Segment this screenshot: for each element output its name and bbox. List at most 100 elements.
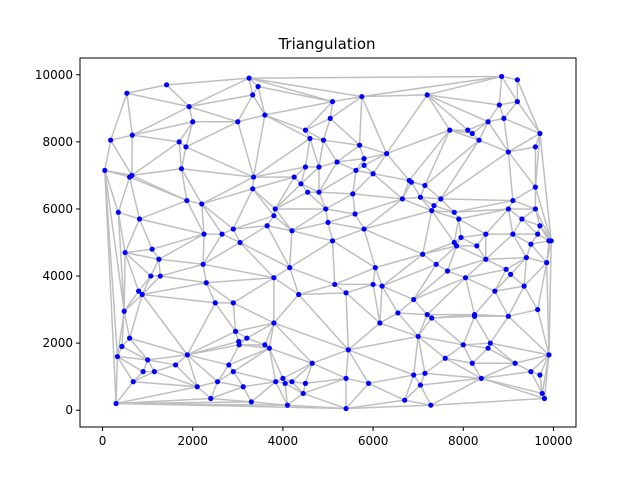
x-tick-label: 4000 (268, 434, 299, 448)
triangulation-edge (117, 176, 131, 213)
triangulation-edge (274, 183, 302, 210)
triangulation-edge (252, 114, 266, 178)
data-point (298, 181, 304, 187)
data-point (458, 234, 464, 241)
triangulation-edge (239, 241, 291, 269)
triangulation-edge (300, 183, 320, 193)
triangulation-edge (485, 256, 527, 261)
triangulation-edge (510, 273, 525, 287)
triangulation-edge (131, 167, 182, 177)
data-point (361, 156, 367, 162)
triangulation-edge (347, 322, 381, 351)
triangulation-edge (327, 221, 365, 230)
data-point (316, 164, 322, 170)
triangulation-edge (464, 277, 476, 315)
triangulation-edge (298, 292, 347, 296)
triangulation-edge (202, 234, 205, 265)
data-point (284, 402, 291, 408)
data-point (501, 115, 507, 121)
triangulation-edge (474, 313, 509, 318)
triangulation-edge (202, 263, 275, 279)
data-point (417, 194, 424, 200)
triangulation-edge (133, 380, 198, 388)
data-point (186, 104, 192, 110)
triangulation-edge (336, 144, 361, 163)
triangulation-edge (530, 371, 543, 394)
triangulation-edge (372, 172, 410, 182)
data-point (537, 223, 543, 229)
data-point (377, 320, 383, 326)
triangulation-edge (417, 317, 433, 337)
triangulation-edge (424, 357, 446, 374)
data-point (343, 405, 349, 412)
triangulation-edge (115, 386, 198, 405)
data-point (226, 362, 232, 368)
triangulation-edge (129, 337, 149, 361)
triangulation-edge (456, 245, 487, 260)
triangulation-edge (348, 335, 419, 351)
data-point (343, 290, 349, 296)
triangulation-edge (345, 399, 405, 410)
triangulation-edge (494, 268, 507, 292)
triangulation-edge (158, 233, 205, 260)
triangulation-edge (232, 371, 244, 388)
triangulation-edge (521, 208, 536, 220)
triangulation-edge (210, 397, 252, 403)
data-point (184, 352, 190, 358)
triangulation-edge (253, 137, 311, 178)
triangulation-edge (372, 173, 403, 200)
triangulation-edge (539, 374, 543, 394)
triangulation-edge (424, 139, 480, 187)
triangulation-edge (359, 144, 387, 155)
triangulation-edge (287, 404, 347, 410)
triangulation-edge (252, 188, 276, 210)
data-point (345, 347, 351, 353)
triangulation-edge (494, 290, 510, 317)
triangulation-edge (487, 117, 505, 123)
triangulation-edge (514, 354, 550, 364)
data-point (499, 73, 505, 80)
data-point (424, 312, 430, 318)
data-point (539, 390, 545, 397)
triangulation-edge (248, 77, 333, 103)
triangulation-edge (507, 208, 523, 220)
triangulation-edge (110, 139, 133, 176)
triangulation-edge (249, 75, 502, 79)
data-point (359, 93, 365, 100)
triangulation-edge (379, 322, 419, 338)
triangulation-edge (514, 362, 532, 373)
data-point (230, 369, 236, 375)
triangulation-edge (374, 267, 383, 287)
triangulation-edge (331, 240, 336, 285)
data-point (428, 402, 434, 408)
triangulation-edge (345, 377, 369, 385)
triangulation-edge (507, 151, 537, 188)
triangulation-edge (458, 218, 462, 238)
triangulation-edge (217, 380, 244, 388)
triangulation-edge (186, 302, 216, 356)
triangulation-edge (345, 292, 350, 350)
data-point (510, 197, 516, 204)
triangulation-edge (352, 170, 357, 194)
triangulation-edge (458, 208, 509, 220)
triangulation-edge (104, 170, 117, 404)
triangulation-edge (318, 169, 357, 193)
triangulation-edge (268, 347, 284, 379)
triangulation-edge (463, 342, 491, 346)
triangulation-edge (397, 312, 428, 316)
triangulation-edge (160, 263, 204, 277)
triangulation-edge (545, 240, 550, 263)
data-point (200, 261, 206, 267)
triangulation-edge (138, 218, 153, 250)
triangulation-edge (210, 381, 219, 399)
triangulation-edge (325, 193, 354, 210)
data-point (140, 369, 146, 375)
triangulation-edge (413, 270, 448, 301)
triangulation-edge (282, 362, 313, 380)
data-point (483, 231, 489, 237)
data-point (237, 239, 243, 246)
data-point (113, 400, 119, 407)
triangulation-edge (264, 322, 275, 346)
triangulation-edge (402, 198, 432, 212)
